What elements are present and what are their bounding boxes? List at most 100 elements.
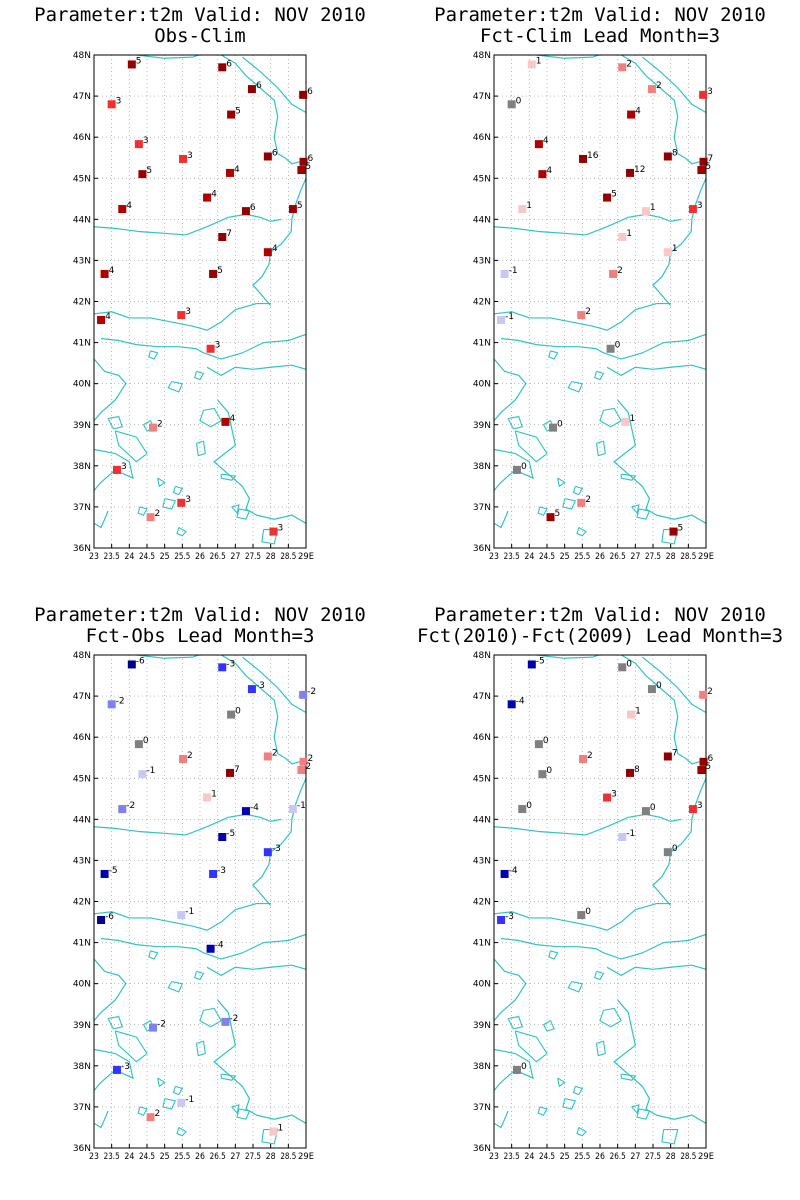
station-marker bbox=[577, 911, 586, 920]
station-value-label: -4 bbox=[516, 696, 525, 706]
station-marker bbox=[618, 232, 627, 241]
lat-tick-label: 44N bbox=[473, 815, 491, 825]
station-value-label: 0 bbox=[585, 907, 591, 917]
station-marker bbox=[100, 269, 109, 278]
island-outline bbox=[576, 1126, 587, 1137]
lon-tick-label: 23.5 bbox=[504, 1152, 520, 1162]
station-marker bbox=[203, 193, 212, 202]
lon-tick-label: 24.5 bbox=[539, 1152, 555, 1162]
coastline bbox=[100, 333, 306, 360]
lon-tick-label: 28.5 bbox=[280, 1152, 296, 1162]
station-marker bbox=[203, 793, 212, 802]
lon-tick-label: 24.5 bbox=[139, 552, 155, 562]
lon-tick-label: 24 bbox=[124, 1152, 134, 1162]
island-outline bbox=[567, 981, 584, 993]
island-outline bbox=[199, 1007, 222, 1028]
island-outline bbox=[567, 381, 584, 393]
island-outline bbox=[562, 498, 577, 510]
station-marker bbox=[146, 1113, 155, 1122]
lat-tick-label: 40N bbox=[73, 380, 91, 390]
station-marker bbox=[546, 513, 555, 522]
station-value-label: -6 bbox=[136, 656, 145, 666]
station-marker bbox=[218, 63, 227, 72]
island-outline bbox=[231, 504, 240, 515]
station-marker bbox=[663, 248, 672, 257]
station-marker bbox=[138, 170, 147, 179]
station-value-label: 0 bbox=[615, 341, 621, 351]
station-value-label: 6 bbox=[272, 148, 278, 158]
coastline bbox=[242, 656, 306, 714]
island-outline bbox=[172, 1085, 184, 1096]
island-outline bbox=[572, 1085, 584, 1096]
station-value-label: 0 bbox=[521, 462, 527, 472]
station-marker bbox=[177, 311, 186, 320]
station-value-label: -1 bbox=[626, 829, 635, 839]
station-marker bbox=[134, 140, 143, 149]
coastline bbox=[94, 1048, 134, 1091]
lat-tick-label: 41N bbox=[73, 339, 91, 349]
lat-tick-label: 37N bbox=[473, 1103, 491, 1113]
lon-tick-label: 27 bbox=[230, 1152, 240, 1162]
island-outline bbox=[557, 1077, 566, 1088]
station-value-label: -5 bbox=[536, 656, 545, 666]
station-value-label: 4 bbox=[126, 201, 132, 211]
station-value-label: 7 bbox=[708, 154, 714, 164]
lon-tick-label: 26 bbox=[195, 552, 205, 562]
island-outline bbox=[514, 1030, 548, 1063]
station-value-label: 2 bbox=[587, 751, 593, 761]
island-outline bbox=[162, 1098, 177, 1110]
map-panel-fct-clim: Parameter:t2m Valid: NOV 2010 Fct-Clim L… bbox=[400, 0, 800, 600]
station-value-label: 4 bbox=[234, 165, 240, 175]
island-outline bbox=[114, 1030, 148, 1063]
island-outline bbox=[148, 950, 159, 960]
station-marker bbox=[697, 766, 706, 775]
lon-tick-label: 29E bbox=[698, 552, 714, 562]
station-marker bbox=[538, 170, 547, 179]
station-marker bbox=[507, 700, 516, 709]
island-outline bbox=[537, 506, 548, 516]
lon-tick-label: 28 bbox=[266, 552, 276, 562]
map-panel-fct-obs: Parameter:t2m Valid: NOV 2010 Fct-Obs Le… bbox=[0, 600, 400, 1200]
lon-tick-label: 26.5 bbox=[610, 1152, 626, 1162]
island-outline bbox=[199, 407, 222, 428]
lon-tick-label: 28.5 bbox=[280, 552, 296, 562]
station-marker bbox=[577, 498, 586, 507]
station-marker bbox=[626, 168, 635, 177]
lon-tick-label: 26 bbox=[195, 1152, 205, 1162]
lat-tick-label: 39N bbox=[473, 421, 491, 431]
station-marker bbox=[518, 805, 527, 814]
station-value-label: 7 bbox=[234, 765, 240, 775]
station-value-label: 3 bbox=[187, 151, 193, 161]
island-outline bbox=[107, 415, 123, 430]
station-marker bbox=[263, 848, 272, 857]
lat-tick-label: 37N bbox=[473, 503, 491, 513]
island-outline bbox=[631, 504, 640, 515]
station-marker bbox=[641, 807, 650, 816]
coastline bbox=[94, 1110, 109, 1129]
panel-subtitle: Fct-Obs Lead Month=3 bbox=[85, 625, 315, 647]
station-marker bbox=[97, 915, 106, 924]
station-marker bbox=[146, 513, 155, 522]
station-value-label: -5 bbox=[109, 866, 118, 876]
station-marker bbox=[500, 269, 509, 278]
station-marker bbox=[663, 752, 672, 761]
station-value-label: 1 bbox=[626, 229, 632, 239]
coastline bbox=[94, 448, 134, 491]
station-value-label: 0 bbox=[557, 420, 563, 430]
coastline bbox=[494, 813, 682, 836]
lon-tick-label: 25 bbox=[560, 552, 570, 562]
station-value-label: -2 bbox=[157, 1020, 166, 1030]
island-outline bbox=[195, 440, 206, 457]
station-value-label: 5 bbox=[235, 107, 241, 117]
station-marker bbox=[609, 269, 618, 278]
lat-tick-label: 45N bbox=[73, 774, 91, 784]
island-outline bbox=[137, 506, 148, 516]
station-value-label: -3 bbox=[226, 659, 235, 669]
island-outline bbox=[157, 477, 166, 488]
lon-tick-label: 25.5 bbox=[174, 1152, 190, 1162]
island-outline bbox=[557, 477, 566, 488]
island-outline bbox=[636, 508, 651, 520]
map-panel-obs-clim: Parameter:t2m Valid: NOV 2010 Obs-Clim 3… bbox=[0, 0, 400, 600]
station-marker bbox=[497, 915, 506, 924]
coastline bbox=[642, 56, 706, 114]
